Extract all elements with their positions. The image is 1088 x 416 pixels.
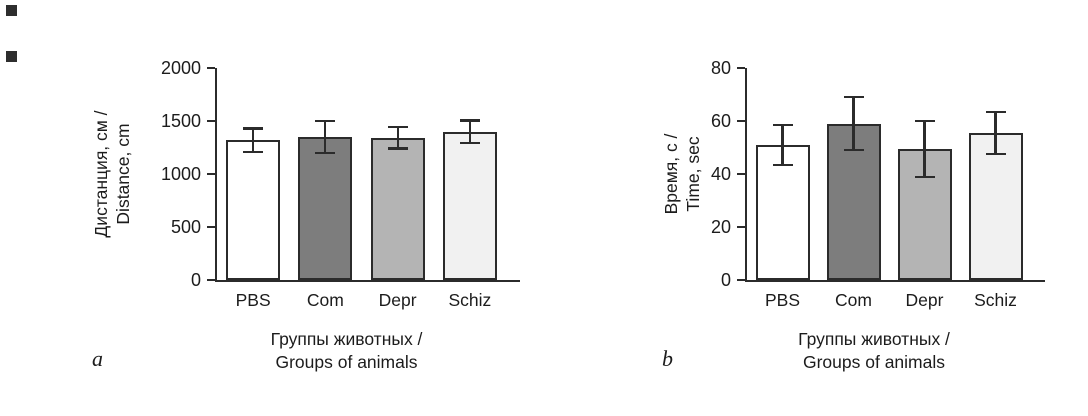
x-axis-title-line: Groups of animals — [802, 352, 945, 372]
error-bar-cap — [387, 147, 408, 150]
y-axis-title-line: Distance, cm — [113, 123, 133, 225]
error-bar-cap — [315, 119, 336, 123]
error-bar-cap — [387, 126, 408, 129]
y-tick-label: 1000 — [160, 164, 201, 184]
error-bar-cap — [843, 149, 864, 152]
error-bar-cap — [315, 151, 336, 154]
error-bar-cap — [985, 110, 1006, 113]
error-bar-cap — [459, 141, 480, 144]
plot-area: Дистанция, см / Distance, cm Группы живо… — [91, 58, 520, 372]
y-tick-mark — [737, 225, 745, 229]
panel-label: b — [662, 346, 673, 371]
y-tick-label: 0 — [720, 270, 731, 290]
x-axis-title-line: Группы животных / — [798, 329, 950, 349]
error-bar-line — [923, 121, 926, 177]
plot-area: Время, с / Time, sec Группы животных / G… — [661, 58, 1045, 372]
x-axis-title-line: Groups of animals — [275, 352, 418, 372]
error-bar-line — [994, 111, 997, 155]
y-tick-mark — [207, 119, 215, 123]
error-bar-line — [396, 127, 399, 149]
error-bar-line — [852, 97, 855, 151]
y-tick-label: 60 — [710, 111, 731, 131]
error-bar-cap — [772, 123, 793, 127]
error-bar-line — [324, 121, 327, 153]
error-bar-cap — [459, 119, 480, 122]
x-tick-label: PBS — [235, 290, 271, 310]
bar-pbs — [755, 144, 810, 280]
bar-pbs — [226, 140, 281, 280]
black-square-marker-icon — [6, 51, 17, 62]
x-tick-label: Schiz — [448, 290, 492, 310]
x-axis-title-line: Группы животных / — [270, 329, 423, 349]
y-tick-mark — [207, 278, 215, 282]
error-bar-line — [252, 128, 255, 152]
y-tick-label: 80 — [710, 58, 731, 78]
error-bar-cap — [914, 175, 935, 178]
y-axis-title-line: Дистанция, см / — [91, 110, 111, 238]
black-square-marker-icon — [6, 5, 17, 16]
x-tick-label: Depr — [905, 290, 944, 310]
y-tick-label: 500 — [170, 217, 201, 237]
error-bar-cap — [985, 153, 1006, 156]
bar-com — [298, 136, 353, 280]
x-axis-title: Группы животных / Groups of animals — [195, 328, 498, 374]
error-bar-cap — [243, 150, 264, 153]
chart-panel-b: Время, с / Time, sec Группы животных / G… — [585, 50, 1088, 410]
y-tick-mark — [737, 119, 745, 123]
error-bar-cap — [772, 163, 793, 166]
y-tick-mark — [737, 278, 745, 282]
panel-label: a — [92, 346, 103, 371]
bar-depr — [370, 137, 425, 280]
error-bar-line — [468, 120, 471, 143]
y-tick-mark — [207, 172, 215, 176]
y-tick-label: 0 — [190, 270, 201, 290]
error-bar-cap — [843, 96, 864, 99]
x-tick-label: Schiz — [974, 290, 1017, 310]
y-tick-mark — [737, 66, 745, 70]
y-tick-label: 1500 — [160, 111, 201, 131]
x-tick-label: Com — [835, 290, 872, 310]
y-tick-label: 40 — [710, 164, 731, 184]
x-tick-label: PBS — [764, 290, 801, 310]
x-tick-label: Depr — [378, 290, 417, 310]
chart-panel-a: Дистанция, см / Distance, cm Группы живо… — [50, 50, 570, 410]
error-bar-cap — [243, 127, 264, 130]
error-bar-line — [781, 124, 784, 165]
y-axis-title: Дистанция, см / Distance, cm — [89, 68, 135, 280]
y-tick-label: 20 — [710, 217, 731, 237]
y-tick-mark — [737, 172, 745, 176]
y-tick-mark — [207, 225, 215, 229]
y-tick-label: 2000 — [160, 58, 201, 78]
error-bar-cap — [914, 119, 935, 123]
y-tick-mark — [207, 66, 215, 70]
x-axis-title: Группы животных / Groups of animals — [725, 328, 1023, 374]
bar-schiz — [442, 131, 497, 280]
x-tick-label: Com — [306, 290, 344, 310]
